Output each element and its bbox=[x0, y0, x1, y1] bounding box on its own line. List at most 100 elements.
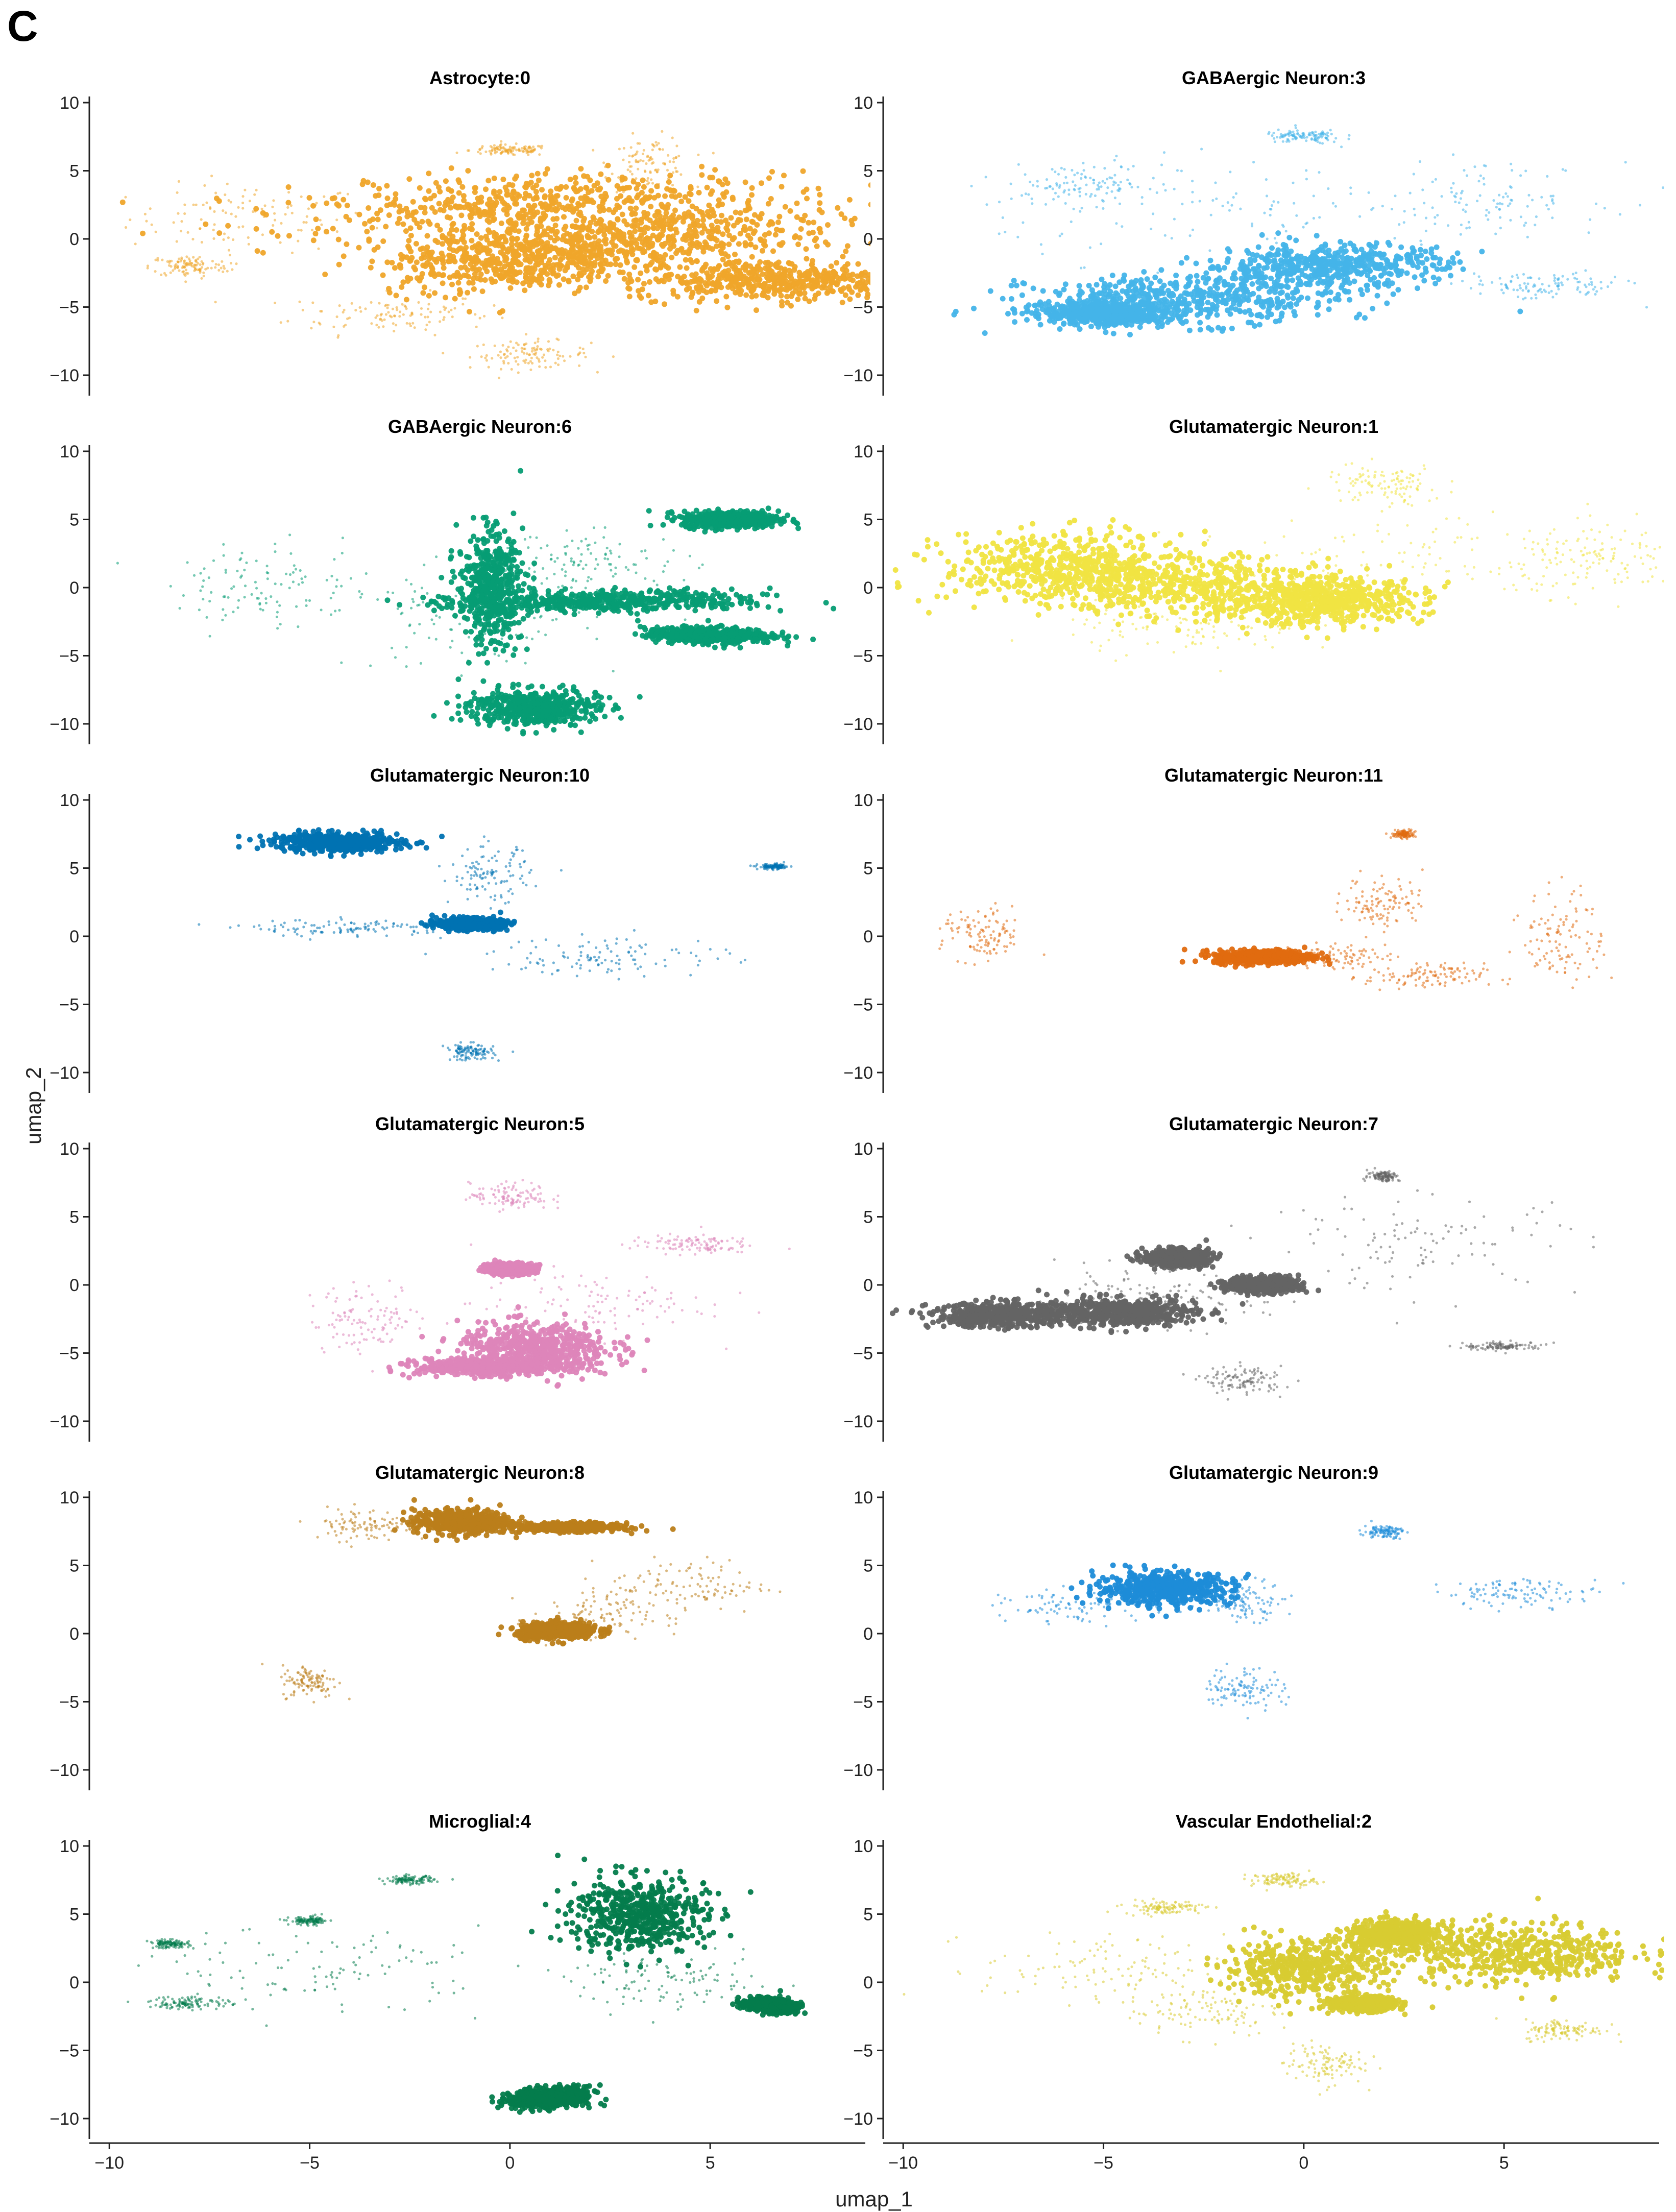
data-point bbox=[430, 618, 433, 621]
data-point bbox=[1531, 199, 1534, 202]
data-point bbox=[1309, 266, 1315, 272]
data-point bbox=[1273, 137, 1276, 140]
data-point bbox=[375, 227, 379, 230]
data-point bbox=[1464, 210, 1467, 213]
data-point bbox=[1092, 296, 1098, 302]
data-point bbox=[498, 145, 501, 148]
data-point bbox=[406, 176, 412, 182]
data-point bbox=[654, 183, 660, 189]
data-point bbox=[913, 283, 918, 289]
data-point bbox=[1297, 278, 1303, 284]
data-point bbox=[447, 258, 453, 264]
data-point bbox=[749, 185, 755, 191]
data-point bbox=[1370, 260, 1376, 266]
data-point bbox=[424, 233, 430, 239]
data-point bbox=[515, 149, 518, 152]
data-point bbox=[1294, 137, 1297, 140]
data-point bbox=[1448, 273, 1453, 279]
data-point bbox=[160, 273, 163, 277]
data-point bbox=[915, 288, 921, 294]
data-point bbox=[1206, 290, 1212, 296]
data-point bbox=[226, 182, 229, 185]
data-point bbox=[1268, 275, 1274, 281]
data-point bbox=[338, 304, 341, 307]
data-point bbox=[449, 227, 455, 233]
data-point bbox=[542, 353, 546, 356]
data-point bbox=[195, 203, 198, 206]
data-point bbox=[1370, 306, 1376, 311]
data-point bbox=[401, 303, 404, 306]
data-point bbox=[741, 224, 747, 230]
data-point bbox=[1137, 306, 1143, 312]
data-point bbox=[971, 305, 977, 311]
data-point bbox=[1057, 290, 1063, 297]
data-point bbox=[1510, 186, 1513, 189]
data-point bbox=[1355, 262, 1361, 268]
data-point bbox=[696, 189, 702, 196]
data-point bbox=[812, 266, 818, 273]
data-point bbox=[391, 646, 394, 649]
data-point bbox=[622, 158, 625, 161]
data-point bbox=[184, 269, 188, 272]
data-point bbox=[674, 166, 677, 169]
data-point bbox=[305, 221, 308, 224]
data-point bbox=[692, 278, 698, 284]
data-point bbox=[1584, 283, 1587, 286]
data-point bbox=[369, 258, 375, 264]
data-point bbox=[426, 307, 430, 310]
data-point bbox=[1020, 194, 1024, 197]
data-point bbox=[478, 271, 484, 277]
data-point bbox=[1017, 163, 1020, 166]
data-point bbox=[655, 209, 662, 215]
data-point bbox=[377, 326, 380, 329]
data-point bbox=[965, 281, 970, 287]
data-point bbox=[985, 203, 988, 206]
data-point bbox=[393, 314, 396, 318]
data-point bbox=[507, 285, 514, 291]
data-point bbox=[628, 160, 631, 164]
data-point bbox=[1349, 192, 1352, 196]
data-point bbox=[518, 214, 524, 221]
data-point bbox=[1214, 312, 1220, 318]
data-point bbox=[697, 153, 700, 156]
data-point bbox=[1322, 269, 1328, 275]
data-point bbox=[649, 170, 652, 173]
data-point bbox=[493, 304, 496, 307]
data-point bbox=[414, 221, 420, 227]
data-point bbox=[1342, 242, 1348, 249]
data-point bbox=[527, 209, 533, 215]
data-point bbox=[1584, 269, 1587, 272]
data-point bbox=[432, 622, 435, 625]
data-point bbox=[1478, 283, 1481, 286]
data-point bbox=[420, 313, 423, 316]
data-point bbox=[1191, 228, 1195, 231]
data-point bbox=[248, 200, 251, 203]
data-point bbox=[1359, 291, 1365, 298]
data-point bbox=[443, 295, 449, 301]
data-point bbox=[536, 345, 539, 348]
data-point bbox=[1058, 184, 1061, 187]
data-point bbox=[275, 233, 281, 239]
data-point bbox=[639, 226, 645, 232]
data-point bbox=[505, 150, 508, 153]
data-point bbox=[1118, 202, 1122, 205]
data-point bbox=[1326, 135, 1329, 138]
data-point bbox=[650, 225, 657, 231]
data-point bbox=[1551, 296, 1554, 299]
data-point bbox=[561, 214, 567, 220]
data-point bbox=[1049, 185, 1052, 188]
data-point bbox=[502, 353, 506, 356]
data-point bbox=[1231, 272, 1237, 278]
data-point bbox=[635, 277, 641, 283]
data-point bbox=[723, 294, 730, 300]
data-point bbox=[523, 226, 529, 232]
data-point bbox=[1107, 282, 1113, 288]
data-point bbox=[628, 154, 631, 157]
data-point bbox=[557, 363, 560, 367]
data-point bbox=[657, 168, 660, 172]
data-point bbox=[1063, 168, 1066, 171]
data-point bbox=[286, 320, 289, 323]
data-point bbox=[614, 196, 620, 202]
data-point bbox=[477, 211, 483, 217]
data-point bbox=[1305, 136, 1308, 139]
